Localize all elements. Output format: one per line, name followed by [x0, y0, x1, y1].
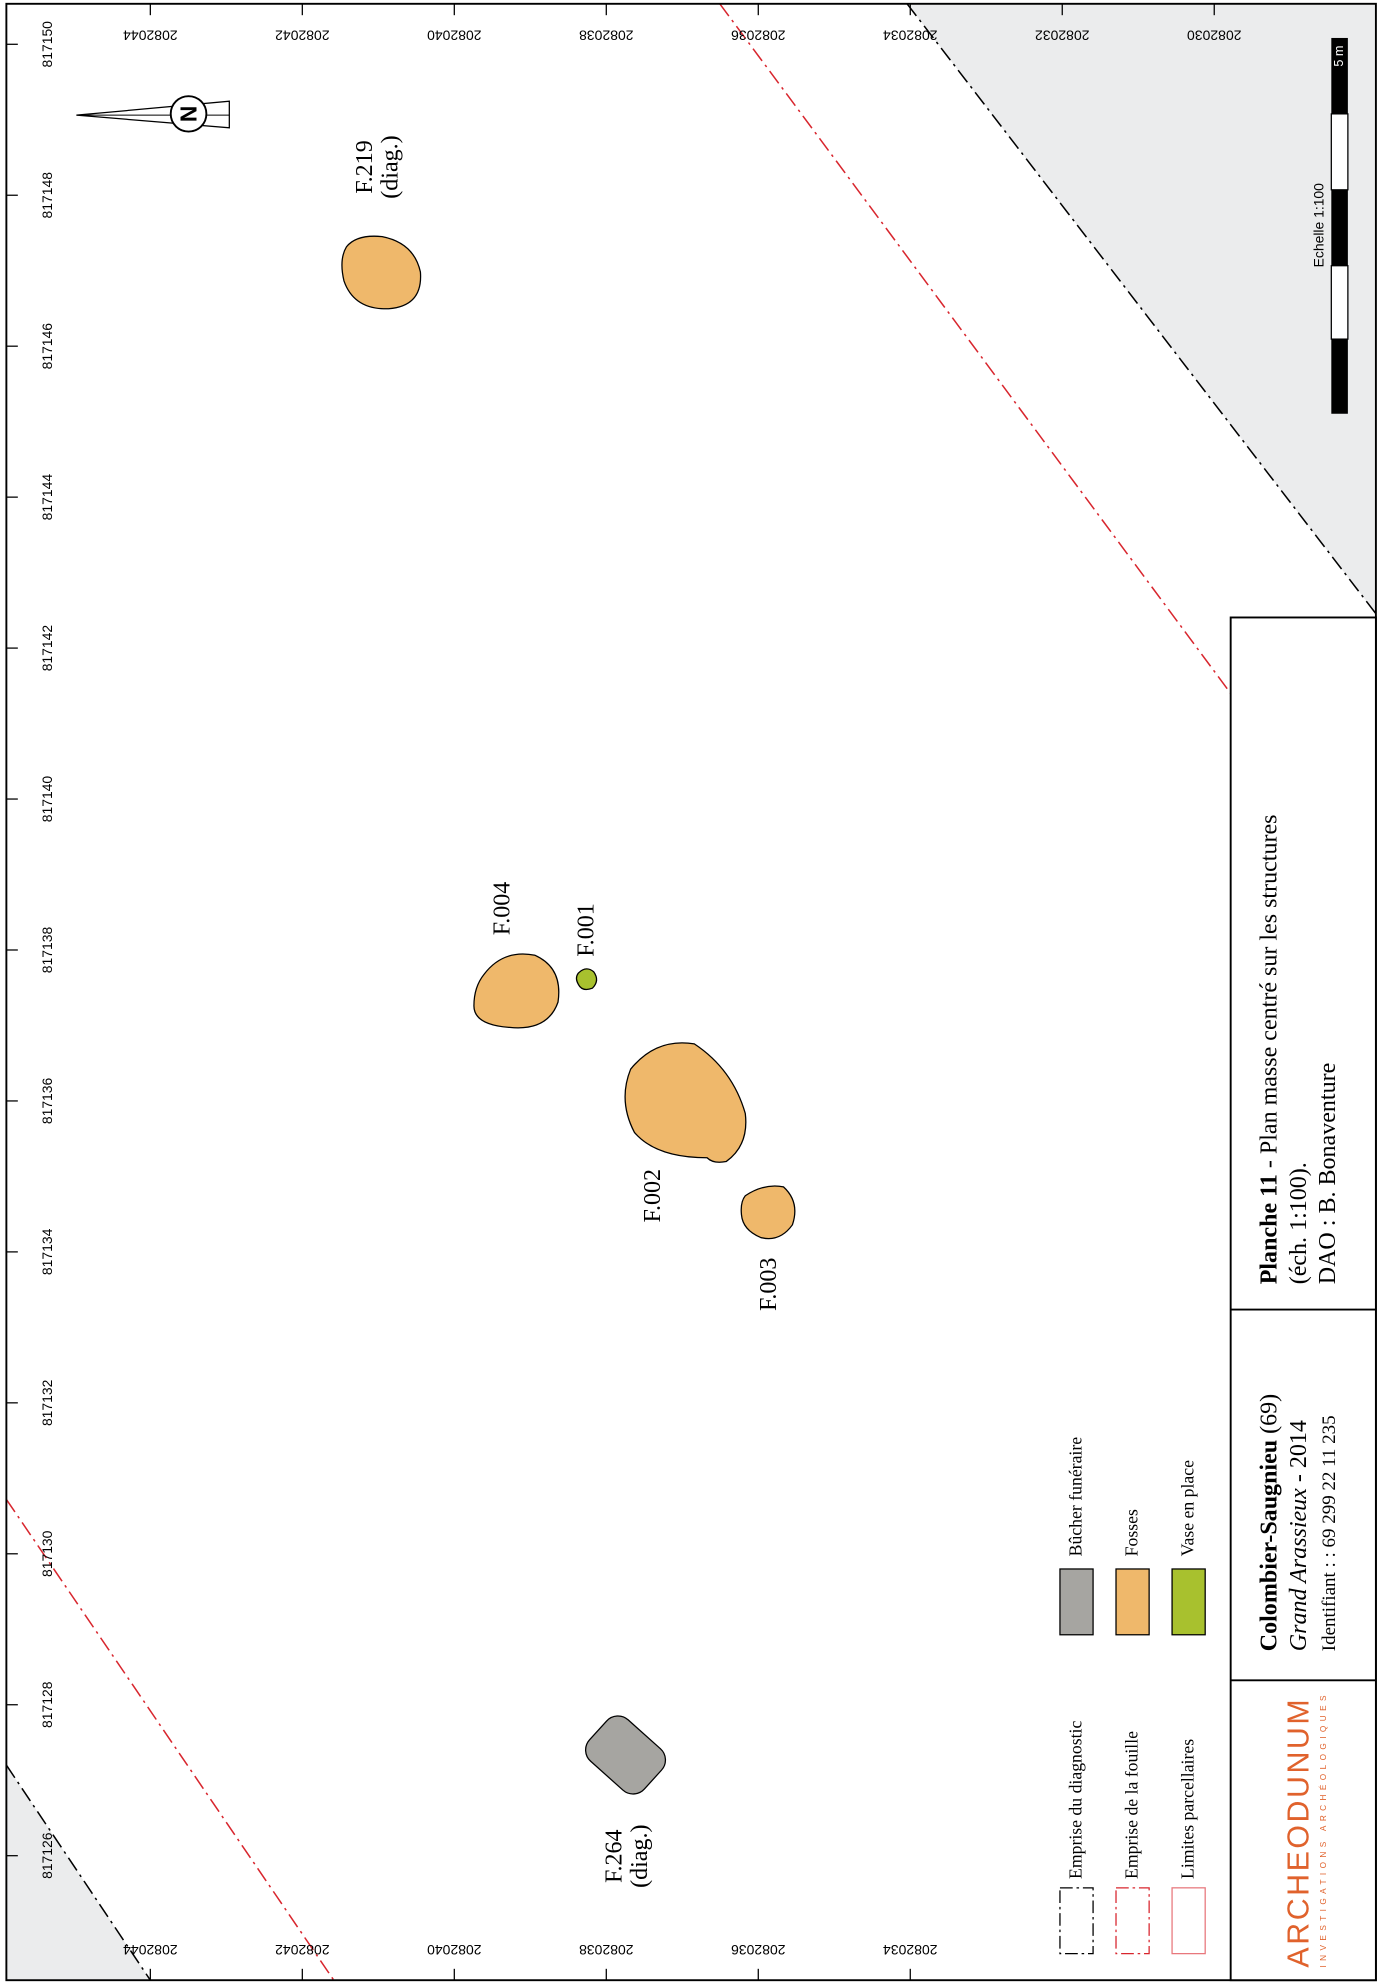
plate-number: Planche 11 — [1256, 1174, 1282, 1284]
x-coord-label: 2082038 — [579, 27, 634, 43]
x-coord-label: 2082040 — [427, 1942, 482, 1958]
feature-label: F.264 — [602, 1829, 628, 1882]
legend-label: Emprise de la fouille — [1122, 1731, 1142, 1879]
legend-symbol — [1059, 1887, 1094, 1955]
x-coord-label: 2082042 — [275, 1942, 330, 1958]
y-coord-label: 817148 — [39, 172, 55, 219]
feature-note: (diag.) — [627, 1825, 653, 1888]
x-coord-label: 2082032 — [1035, 27, 1090, 43]
site-name: Colombier-Saugnieu — [1256, 1440, 1282, 1651]
y-coord-label: 817128 — [39, 1681, 55, 1728]
feature-label: F.219 (diag.) — [352, 135, 404, 198]
legend-label: Vase en place — [1178, 1460, 1198, 1556]
y-coord-label: 817146 — [39, 323, 55, 370]
ticks: 817150 817148 817146 817144 817142 817140 8171… — [6, 3, 1242, 1981]
scale-label: Echelle 1:100 — [1311, 183, 1327, 268]
x-coord-label: 2082036 — [731, 1942, 786, 1958]
legend-label: Bûcher funéraire — [1066, 1437, 1086, 1557]
feature-label: F.219 — [352, 140, 378, 193]
pit — [473, 953, 560, 1029]
x-coord-label: 2082038 — [579, 1942, 634, 1958]
scale-length: 5 m — [1332, 46, 1346, 67]
feature-label: F.003 — [756, 1258, 782, 1311]
y-coord-label: 817140 — [39, 776, 55, 823]
y-coord-label: 817136 — [39, 1078, 55, 1125]
legend-label: Fosses — [1122, 1509, 1142, 1556]
vase — [575, 968, 598, 991]
author: DAO : B. Bonaventure — [1315, 1063, 1341, 1285]
site: Colombier-Saugnieu (69) — [1256, 1394, 1282, 1651]
scale-bar: 5 m Echelle 1:100 — [1311, 37, 1349, 414]
x-coord-label: 2082036 — [731, 27, 786, 43]
year: - 2014 — [1286, 1420, 1312, 1488]
y-coord-label: 817150 — [39, 21, 55, 68]
x-coord-label: 2082034 — [883, 1942, 938, 1958]
logo: ARCHEODUNUM — [1281, 1696, 1315, 1968]
legend: Emprise du diagnostic Emprise de la foui… — [1059, 1437, 1206, 1955]
diagnostic-limit — [5, 1764, 151, 1981]
feature-label: F.004 — [490, 882, 516, 935]
diagnostic-limit — [906, 3, 1377, 615]
plate-text: - Plan masse centré sur les structures — [1256, 815, 1282, 1175]
feature-label: F.001 — [574, 903, 600, 956]
pit — [740, 1185, 796, 1240]
x-coord-label: 2082042 — [275, 27, 330, 43]
y-coord-label: 817144 — [39, 474, 55, 521]
x-coord-label: 2082040 — [427, 27, 482, 43]
y-coord-label: 817134 — [39, 1228, 55, 1275]
title-block: Planche 11 - Plan masse centré sur les s… — [1229, 616, 1377, 1982]
feature-label: F.264 (diag.) — [602, 1825, 654, 1888]
excavation-limit — [719, 3, 1232, 694]
place: Grand Arassieux - 2014 — [1286, 1420, 1312, 1651]
x-coord-label: 2082044 — [123, 1942, 178, 1958]
legend-label: Emprise du diagnostic — [1066, 1721, 1086, 1879]
feature-note: (diag.) — [377, 135, 403, 198]
legend-symbol — [1115, 1568, 1150, 1636]
x-coord-label: 2082030 — [1187, 27, 1242, 43]
feature-label: F.002 — [640, 1169, 666, 1222]
site-dept: (69) — [1256, 1394, 1282, 1440]
y-coord-label: 817132 — [39, 1379, 55, 1426]
place-name: Grand Arassieux — [1286, 1488, 1312, 1651]
y-coord-label: 817138 — [39, 927, 55, 974]
legend-label: Limites parcellaires — [1178, 1739, 1198, 1879]
y-coord-label: 817130 — [39, 1530, 55, 1577]
legend-symbol — [1171, 1887, 1206, 1955]
pyre — [584, 1715, 667, 1795]
pit — [341, 235, 422, 310]
y-coord-label: 817142 — [39, 625, 55, 672]
excavation-limit — [5, 1498, 335, 1981]
legend-symbol — [1171, 1568, 1206, 1636]
y-coord-label: 817126 — [39, 1832, 55, 1879]
plate-title: Planche 11 - Plan masse centré sur les s… — [1256, 815, 1282, 1285]
legend-symbol — [1059, 1568, 1094, 1636]
x-coord-label: 2082034 — [883, 27, 938, 43]
x-coord-label: 2082044 — [123, 27, 178, 43]
north-arrow: N — [76, 95, 230, 133]
identifier: Identifiant : : 69 299 22 11 235 — [1319, 1415, 1340, 1651]
legend-symbol — [1115, 1887, 1150, 1955]
north-label: N — [176, 106, 202, 122]
pit — [624, 1042, 747, 1163]
plate-scale: (éch. 1:100). — [1286, 1162, 1312, 1284]
